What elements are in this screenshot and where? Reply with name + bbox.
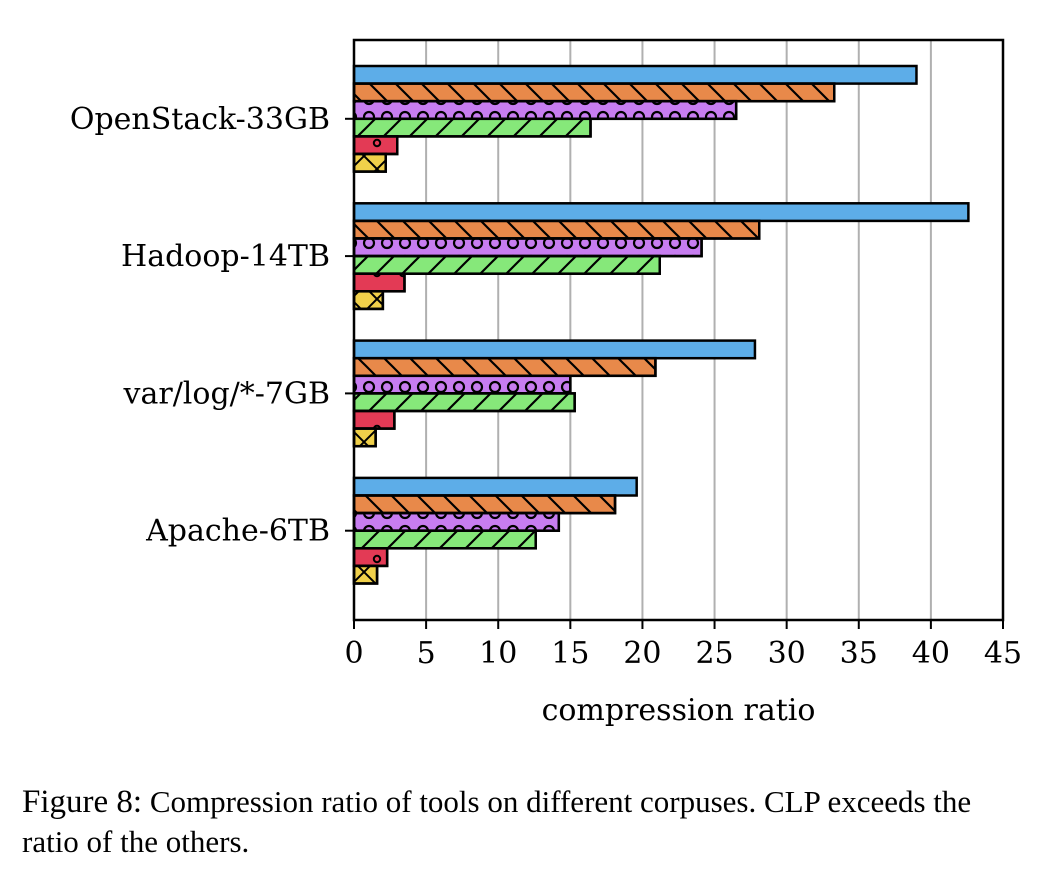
- y-tick-label: OpenStack-33GB: [70, 102, 330, 137]
- bar-openstack-33gb-series-3-hatch: [352, 99, 738, 121]
- y-tick-label: Apache-6TB: [145, 514, 330, 549]
- y-tick-label: Hadoop-14TB: [121, 239, 330, 274]
- x-tick-label: 25: [695, 636, 733, 671]
- bars: [352, 64, 970, 585]
- bar-apache-6tb-series-4-hatch: [352, 529, 537, 550]
- bar-openstack-33gb-series-4-hatch: [352, 117, 592, 138]
- bar-var-log-7gb-series-3-hatch: [352, 374, 572, 395]
- x-tick-label: 10: [479, 636, 517, 671]
- bar-apache-6tb-series-5-hatch: [352, 547, 389, 568]
- bar-hadoop-14tb-series-1: [352, 202, 970, 223]
- x-tick-label: 35: [840, 636, 878, 671]
- x-tick-label: 15: [551, 636, 589, 671]
- figure-caption: Figure 8: Compression ratio of tools on …: [22, 782, 1032, 862]
- bar-apache-6tb-series-3-hatch: [352, 511, 561, 532]
- caption-text: Compression ratio of tools on different …: [22, 784, 972, 859]
- bar-hadoop-14tb-series-3-hatch: [352, 237, 703, 258]
- bar-chart: 0 5 10 15 20 25 30 35 40 45 OpenStack-33GB Hadoop-1…: [70, 38, 1022, 728]
- caption-label: Figure 8:: [22, 784, 143, 820]
- bar-openstack-33gb-series-2-hatch: [352, 82, 836, 103]
- bar-hadoop-14tb-series-2-hatch: [352, 219, 761, 240]
- x-axis-label: compression ratio: [542, 693, 816, 728]
- bar-var-log-7gb-series-6-hatch: [352, 427, 377, 448]
- bar-var-log-7gb-series-1: [352, 339, 757, 360]
- bar-var-log-7gb-series-5-hatch: [352, 409, 396, 430]
- x-tick-label: 5: [417, 636, 436, 671]
- bar-var-log-7gb-series-2-hatch: [352, 356, 657, 378]
- bar-hadoop-14tb-series-6-hatch: [352, 290, 385, 311]
- x-tick-label: 40: [912, 636, 950, 671]
- bar-hadoop-14tb-series-4-hatch: [352, 254, 662, 275]
- bar-hadoop-14tb-series-5-hatch: [352, 272, 406, 293]
- bar-var-log-7gb-series-4-hatch: [352, 392, 576, 413]
- x-tick-label: 20: [623, 636, 661, 671]
- x-tick-label: 45: [984, 636, 1022, 671]
- bar-openstack-33gb-series-6-hatch: [352, 152, 387, 173]
- bar-apache-6tb-series-6-hatch: [352, 564, 379, 585]
- axis-ticks: 0 5 10 15 20 25 30 35 40 45 OpenStack-33GB Hadoop-1…: [70, 102, 1022, 671]
- bar-apache-6tb-series-1: [352, 476, 638, 497]
- bar-openstack-33gb-series-5-hatch: [352, 135, 399, 156]
- bar-apache-6tb-series-2-hatch: [352, 494, 617, 515]
- bar-openstack-33gb-series-1: [352, 64, 918, 85]
- y-tick-label: var/log/*-7GB: [123, 376, 330, 411]
- plot-frame: [352, 38, 1005, 622]
- x-tick-label: 0: [344, 636, 363, 671]
- x-tick-label: 30: [768, 636, 806, 671]
